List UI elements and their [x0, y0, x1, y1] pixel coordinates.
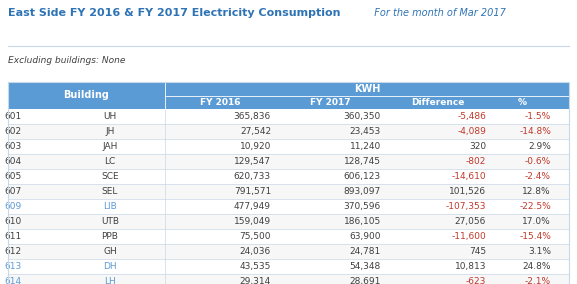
Text: 27,542: 27,542	[240, 127, 271, 136]
Text: 610: 610	[4, 217, 21, 226]
Text: GH: GH	[103, 247, 117, 256]
Text: 2.9%: 2.9%	[528, 142, 551, 151]
Text: JH: JH	[106, 127, 115, 136]
Text: -0.6%: -0.6%	[524, 157, 551, 166]
Text: DH: DH	[103, 262, 117, 271]
Text: 23,453: 23,453	[350, 127, 381, 136]
Text: KWH: KWH	[354, 84, 380, 94]
Text: -2.1%: -2.1%	[525, 277, 551, 284]
Text: 63,900: 63,900	[350, 232, 381, 241]
Text: FY 2016: FY 2016	[200, 98, 240, 107]
Text: LH: LH	[104, 277, 116, 284]
Bar	[8, 199, 569, 214]
Text: 17.0%: 17.0%	[522, 217, 551, 226]
Text: -5,486: -5,486	[457, 112, 486, 121]
Text: PPB: PPB	[102, 232, 118, 241]
Text: 10,920: 10,920	[239, 142, 271, 151]
Bar	[8, 259, 569, 274]
Text: 320: 320	[469, 142, 486, 151]
Text: UTB: UTB	[101, 217, 119, 226]
Text: 75,500: 75,500	[239, 232, 271, 241]
Text: 159,049: 159,049	[234, 217, 271, 226]
Text: -14,610: -14,610	[451, 172, 486, 181]
Bar	[8, 124, 569, 139]
Text: -107,353: -107,353	[445, 202, 486, 211]
Bar	[8, 214, 569, 229]
Text: SEL: SEL	[102, 187, 118, 196]
Text: 893,097: 893,097	[344, 187, 381, 196]
Text: -14.8%: -14.8%	[519, 127, 551, 136]
Text: 365,836: 365,836	[234, 112, 271, 121]
Text: 128,745: 128,745	[344, 157, 381, 166]
Text: -15.4%: -15.4%	[519, 232, 551, 241]
Text: -623: -623	[466, 277, 486, 284]
Bar	[8, 109, 569, 124]
Text: Building: Building	[63, 91, 110, 101]
Text: 28,691: 28,691	[350, 277, 381, 284]
Text: LC: LC	[104, 157, 115, 166]
Bar	[8, 169, 569, 184]
Text: 101,526: 101,526	[449, 187, 486, 196]
Text: -2.4%: -2.4%	[525, 172, 551, 181]
Text: 11,240: 11,240	[350, 142, 381, 151]
Text: JAH: JAH	[102, 142, 118, 151]
Text: 612: 612	[4, 247, 21, 256]
Text: 604: 604	[4, 157, 21, 166]
Text: 360,350: 360,350	[344, 112, 381, 121]
Text: -802: -802	[466, 157, 486, 166]
Bar	[8, 274, 569, 284]
Text: 3.1%: 3.1%	[528, 247, 551, 256]
Text: 12.8%: 12.8%	[522, 187, 551, 196]
Text: 606,123: 606,123	[344, 172, 381, 181]
Text: -11,600: -11,600	[451, 232, 486, 241]
Bar	[8, 139, 569, 154]
Text: SCE: SCE	[101, 172, 119, 181]
Text: -4,089: -4,089	[457, 127, 486, 136]
Text: %: %	[518, 98, 527, 107]
Text: -22.5%: -22.5%	[519, 202, 551, 211]
Text: UH: UH	[103, 112, 117, 121]
Text: 186,105: 186,105	[344, 217, 381, 226]
Text: Difference: Difference	[411, 98, 464, 107]
Bar	[8, 184, 569, 199]
Bar	[8, 82, 569, 284]
Text: 602: 602	[4, 127, 21, 136]
Text: 609: 609	[4, 202, 21, 211]
Text: 10,813: 10,813	[455, 262, 486, 271]
Text: 620,733: 620,733	[234, 172, 271, 181]
Text: 129,547: 129,547	[234, 157, 271, 166]
Text: 791,571: 791,571	[234, 187, 271, 196]
Text: 611: 611	[4, 232, 21, 241]
Text: 605: 605	[4, 172, 21, 181]
Text: 614: 614	[4, 277, 21, 284]
Bar	[8, 82, 569, 109]
Text: 54,348: 54,348	[350, 262, 381, 271]
Text: 29,314: 29,314	[240, 277, 271, 284]
Text: 43,535: 43,535	[239, 262, 271, 271]
Text: LIB: LIB	[103, 202, 117, 211]
Text: 613: 613	[4, 262, 21, 271]
Text: 24.8%: 24.8%	[523, 262, 551, 271]
Text: 24,781: 24,781	[350, 247, 381, 256]
Bar	[8, 229, 569, 244]
Text: 607: 607	[4, 187, 21, 196]
Text: 603: 603	[4, 142, 21, 151]
Text: 745: 745	[469, 247, 486, 256]
Text: 601: 601	[4, 112, 21, 121]
Bar	[8, 244, 569, 259]
Text: 27,056: 27,056	[455, 217, 486, 226]
Text: East Side FY 2016 & FY 2017 Electricity Consumption: East Side FY 2016 & FY 2017 Electricity …	[8, 8, 340, 18]
Text: Excluding buildings: None: Excluding buildings: None	[8, 56, 125, 65]
Text: FY 2017: FY 2017	[310, 98, 350, 107]
Text: 477,949: 477,949	[234, 202, 271, 211]
Bar	[8, 154, 569, 169]
Text: 370,596: 370,596	[344, 202, 381, 211]
Text: 24,036: 24,036	[240, 247, 271, 256]
Text: -1.5%: -1.5%	[524, 112, 551, 121]
Text: For the month of Mar 2017: For the month of Mar 2017	[368, 8, 506, 18]
